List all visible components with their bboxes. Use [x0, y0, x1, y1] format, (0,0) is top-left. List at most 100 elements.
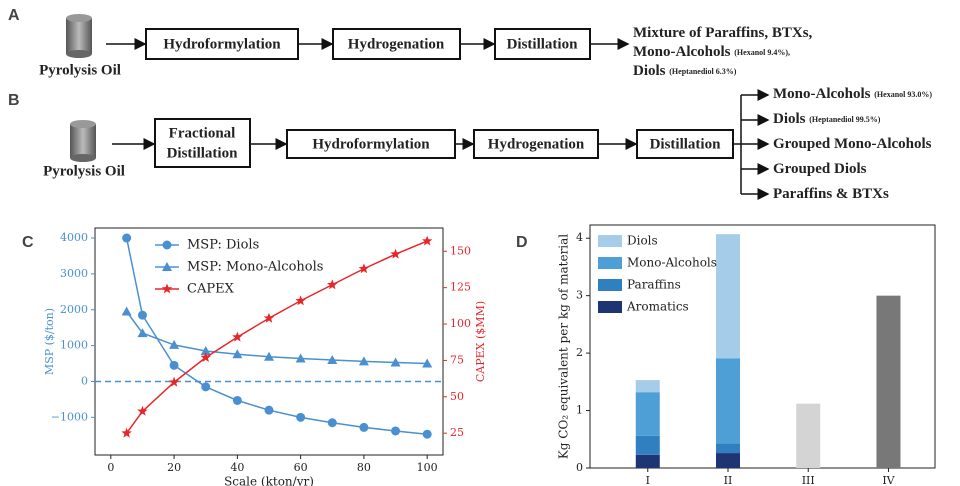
y-tick-label: 0 [576, 461, 583, 474]
step-label: Distillation [650, 136, 721, 152]
output-name: Grouped Mono-Alcohols [773, 136, 932, 152]
branch-line [733, 95, 742, 194]
marker [264, 351, 274, 361]
marker [232, 349, 243, 359]
output-label: Grouped Diols [773, 161, 867, 177]
bar-segment [796, 403, 821, 468]
panel-label: A [8, 7, 20, 24]
legend-label: CAPEX [187, 282, 235, 297]
legend-marker [161, 283, 173, 294]
y2-tick-label: 100 [450, 317, 471, 330]
y-tick-label: 2 [576, 346, 583, 359]
y2-axis-label: CAPEX ($MM) [474, 301, 487, 382]
y-tick-label: 0 [81, 374, 88, 387]
output-name: Mixture of Paraffins, BTXs, [633, 25, 813, 41]
bar-segment [635, 435, 660, 455]
drum-icon [70, 120, 96, 162]
bar-segment [716, 443, 740, 454]
marker [232, 331, 243, 342]
output-label: Grouped Mono-Alcohols [773, 136, 932, 152]
legend-label: Diols [627, 234, 658, 248]
legend-swatch [598, 301, 622, 313]
marker [327, 279, 338, 290]
drum-icon [66, 14, 92, 58]
y-tick-label: 4 [576, 231, 583, 244]
y2-tick-label: 150 [450, 244, 471, 257]
y-axis-label: Kg CO₂ equivalent per kg of material [557, 234, 571, 459]
marker [122, 233, 132, 243]
step-label: Distillation [507, 36, 578, 52]
marker [264, 405, 274, 415]
source-label: Pyrolysis Oil [43, 163, 125, 179]
marker [121, 306, 132, 316]
bar-segment [716, 234, 740, 359]
marker [200, 352, 211, 362]
output-name: Mono-Alcohols [773, 86, 871, 102]
y-tick-label: 4000 [60, 231, 88, 244]
output-name: Diols [633, 63, 666, 79]
bar-segment [876, 295, 901, 468]
legend-label: MSP: Diols [187, 238, 259, 253]
x-tick-label: II [724, 474, 733, 486]
legend-label: Mono-Alcohols [627, 256, 717, 270]
panel-label: D [516, 234, 528, 251]
marker [263, 312, 275, 323]
y2-tick-label: 125 [450, 281, 471, 294]
y-tick-label: 1 [576, 404, 583, 417]
legend-label: MSP: Mono-Alcohols [187, 260, 323, 275]
legend-label: Paraffins [627, 278, 681, 292]
output-note: (Heptanediol 6.3%) [669, 67, 736, 76]
y-tick-label: −1000 [51, 410, 88, 423]
panel-b: B Pyrolysis Oil Fractional Distillation … [8, 86, 932, 202]
marker [137, 328, 148, 338]
y2-tick-label: 50 [450, 390, 464, 403]
step-label: Fractional [169, 125, 236, 141]
x-tick-label: 100 [417, 461, 438, 474]
bar-segment [635, 392, 660, 436]
marker [200, 346, 211, 356]
output-label: Mono-Alcohols (Hexanol 93.0%) [773, 86, 932, 102]
marker [358, 356, 369, 366]
x-tick-label: 60 [294, 461, 308, 474]
marker [201, 382, 211, 392]
panel-label: C [22, 234, 34, 251]
panel-label: B [8, 92, 20, 109]
step-box [332, 28, 461, 60]
output-note: (Hexanol 9.4%), [734, 48, 790, 57]
marker [390, 248, 401, 259]
step-label: Hydrogenation [348, 36, 445, 52]
x-tick-label: 0 [107, 461, 114, 474]
bar-segment [716, 358, 740, 444]
step-label: Hydrogenation [488, 136, 585, 152]
legend-marker [162, 240, 172, 250]
marker [296, 412, 306, 422]
marker [391, 426, 401, 436]
legend-swatch [598, 257, 622, 269]
marker [232, 395, 242, 405]
y-tick-label: 3 [576, 289, 583, 302]
legend-swatch [598, 235, 622, 247]
bar-segment [635, 454, 660, 468]
marker [137, 310, 147, 320]
legend-label: Aromatics [626, 300, 689, 314]
x-axis-label: Scale (kton/yr) [224, 475, 314, 486]
marker [295, 295, 306, 306]
output-name: Paraffins & BTXs [773, 186, 889, 202]
x-tick-label: III [802, 474, 815, 486]
marker [169, 339, 180, 349]
marker [390, 357, 401, 367]
step-label: Hydroformylation [312, 136, 430, 152]
output-label: Mono-Alcohols (Hexanol 9.4%), [633, 44, 790, 60]
legend-swatch [598, 279, 622, 291]
panel-a: A Pyrolysis Oil Hydroformylation Hydroge… [8, 7, 813, 79]
marker [137, 405, 148, 416]
output-label: Paraffins & BTXs [773, 186, 889, 202]
y2-tick-label: 25 [450, 426, 464, 439]
output-note: (Heptanediol 99.5%) [809, 115, 880, 124]
plot-frame [589, 224, 936, 469]
output-label: Diols (Heptanediol 99.5%) [773, 111, 881, 127]
marker [168, 376, 180, 387]
step-box [494, 28, 591, 60]
marker [422, 235, 433, 246]
